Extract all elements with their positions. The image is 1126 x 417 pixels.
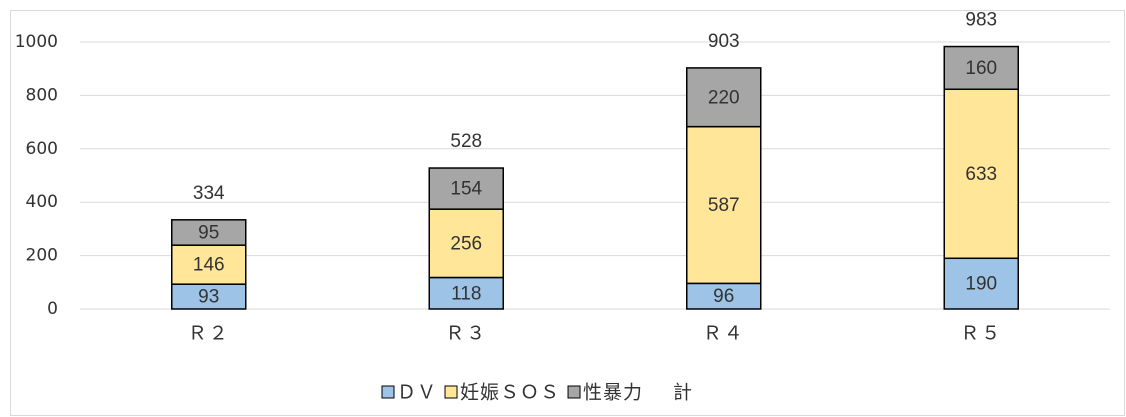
- y-tick-label: 600: [26, 139, 58, 159]
- bar-segment: [171, 219, 247, 246]
- total-label: 334: [193, 183, 225, 204]
- x-tick-label: Ｒ４: [703, 323, 745, 345]
- y-tick-label: 800: [26, 85, 58, 105]
- y-tick-label: 400: [26, 192, 58, 212]
- legend-label: 性暴力: [583, 382, 643, 404]
- data-label: 118: [451, 283, 481, 304]
- data-label: 160: [965, 58, 997, 79]
- data-label: 96: [713, 286, 734, 307]
- data-label: 93: [198, 287, 219, 308]
- data-label: 633: [965, 164, 997, 185]
- total-label: 528: [450, 131, 482, 152]
- legend-label: ＤＶ: [397, 382, 437, 404]
- bar-segment: [171, 244, 247, 285]
- bar-segment: [171, 283, 247, 310]
- x-tick-label: Ｒ５: [960, 323, 1002, 345]
- data-label: 256: [450, 233, 482, 254]
- bar-segment: [943, 88, 1019, 260]
- total-label: 983: [965, 10, 997, 31]
- legend-swatch: [567, 385, 581, 399]
- data-label: 190: [965, 274, 997, 295]
- bar-segment: [686, 125, 762, 285]
- bar-segment: [943, 257, 1019, 310]
- legend-swatch: [381, 385, 395, 399]
- chart-border: [10, 10, 1125, 416]
- data-label: 220: [708, 87, 740, 108]
- x-tick-label: Ｒ２: [188, 323, 230, 345]
- data-label: 95: [198, 223, 219, 244]
- legend-label: 妊娠ＳＯＳ: [460, 382, 560, 404]
- bar-segment: [428, 208, 504, 279]
- legend-swatch: [444, 385, 458, 399]
- bar-segment: [686, 282, 762, 310]
- y-tick-label: 200: [26, 246, 58, 266]
- data-label: 587: [708, 195, 740, 216]
- total-label: 903: [708, 31, 740, 52]
- bar-segment: [686, 67, 762, 128]
- bar-segment: [428, 276, 504, 310]
- y-tick-label: 0: [47, 299, 58, 319]
- bar-segment: [943, 45, 1019, 91]
- x-tick-label: Ｒ３: [445, 323, 487, 345]
- y-tick-label: 1000: [15, 32, 58, 52]
- data-label: 154: [450, 179, 482, 200]
- legend-label: 計: [673, 382, 693, 404]
- data-label: 146: [193, 255, 225, 276]
- bar-segment: [428, 167, 504, 210]
